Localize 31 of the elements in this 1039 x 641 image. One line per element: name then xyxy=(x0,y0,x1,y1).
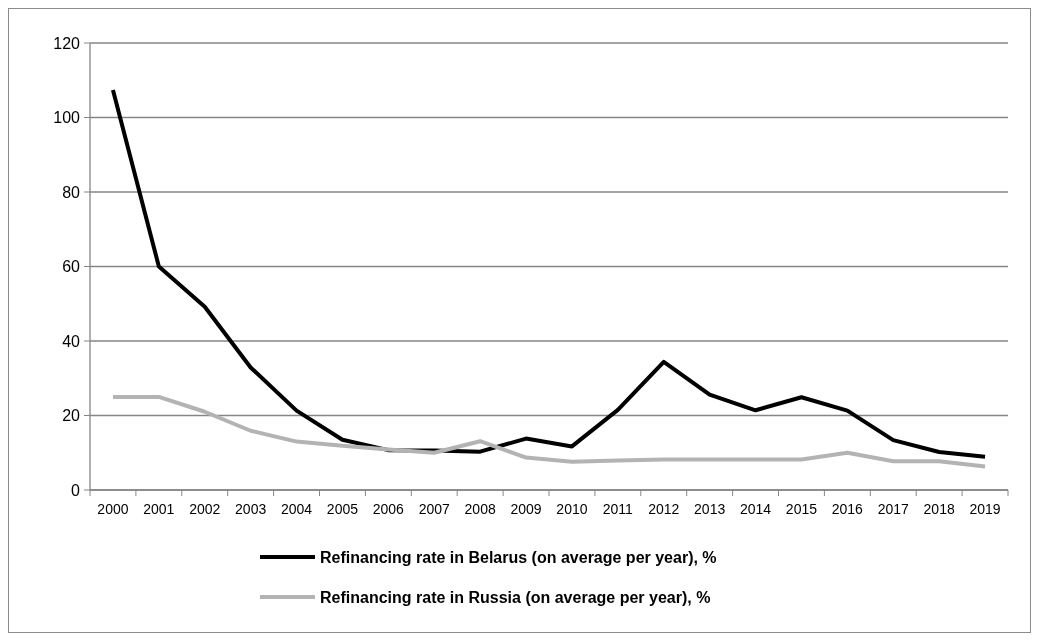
x-tick-label: 2009 xyxy=(510,501,542,517)
y-tick-label: 120 xyxy=(53,34,81,52)
line-series xyxy=(110,87,988,459)
x-tick-label: 2008 xyxy=(464,501,496,517)
x-tick-label: 2019 xyxy=(969,501,1001,517)
y-tick-label: 100 xyxy=(53,109,81,127)
x-tick-label: 2002 xyxy=(189,501,221,517)
x-tick-label: 2012 xyxy=(648,501,680,517)
x-tick-label: 2001 xyxy=(143,501,175,517)
x-tick-label: 2016 xyxy=(831,501,864,517)
x-tick-label: 2005 xyxy=(326,501,359,517)
x-tick-label: 2006 xyxy=(372,501,405,517)
line-series xyxy=(110,394,988,469)
y-tick-label: 0 xyxy=(71,481,81,499)
x-tick-label: 2010 xyxy=(556,501,588,517)
x-tick-label: 2014 xyxy=(739,501,772,517)
x-tick-label: 2017 xyxy=(877,501,910,517)
legend-label: Refinancing rate in Belarus (on average per year), % xyxy=(320,548,717,566)
y-tick-label: 40 xyxy=(62,332,81,350)
y-tick-label: 80 xyxy=(62,183,81,201)
x-tick-label: 2007 xyxy=(418,501,451,517)
x-tick-label: 2013 xyxy=(694,501,726,517)
x-tick-label: 2000 xyxy=(97,501,129,517)
y-tick-label: 60 xyxy=(62,258,81,276)
legend-label: Refinancing rate in Russia (on average per year), % xyxy=(320,588,711,606)
x-tick-label: 2018 xyxy=(923,501,955,517)
x-tick-label: 2011 xyxy=(602,501,634,517)
y-tick-label: 20 xyxy=(62,407,81,425)
x-tick-label: 2015 xyxy=(785,501,818,517)
x-tick-label: 2003 xyxy=(235,501,267,517)
x-tick-label: 2004 xyxy=(280,501,313,517)
